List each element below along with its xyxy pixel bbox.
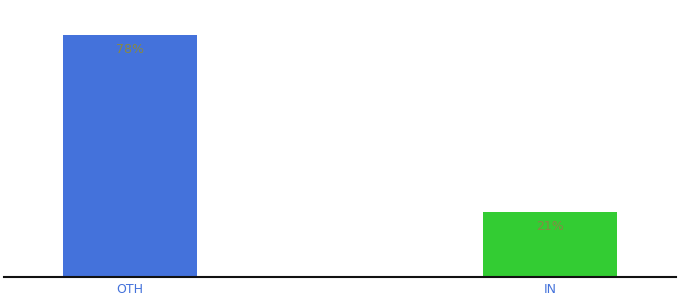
Text: 21%: 21% [536, 220, 564, 233]
Bar [63, 35, 197, 277]
Bar [483, 212, 617, 277]
Text: 78%: 78% [116, 43, 144, 56]
